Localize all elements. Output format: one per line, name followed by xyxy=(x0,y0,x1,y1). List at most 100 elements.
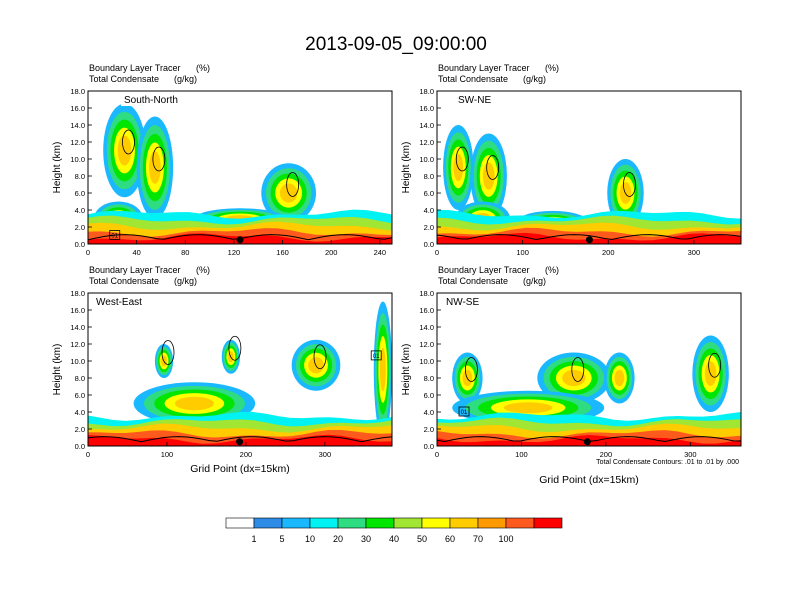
x-tick-label: 300 xyxy=(684,450,697,459)
y-tick-label: 16.0 xyxy=(419,306,434,315)
y-tick-label: 10.0 xyxy=(70,155,85,164)
tracer-field xyxy=(437,335,741,446)
colorbar-label: 30 xyxy=(361,534,371,544)
terrain-line xyxy=(88,234,392,241)
condensate-contours: 01 xyxy=(437,352,741,446)
y-tick-label: 4.0 xyxy=(75,408,85,417)
y-tick-label: 14.0 xyxy=(70,323,85,332)
contour-footnote: Total Condensate Contours: .01 to .01 by… xyxy=(596,459,739,466)
y-tick-label: 2.0 xyxy=(75,223,85,232)
condensate-contour xyxy=(571,357,585,382)
y-axis-label: Height (km) xyxy=(52,344,63,396)
tracer-plume-layer xyxy=(614,369,625,387)
panel-subtitle-line1: Boundary Layer Tracer xyxy=(89,63,181,73)
panel-subtitle-line2: Total Condensate xyxy=(89,276,159,286)
condensate-contours xyxy=(437,146,741,244)
colorbar-swatch xyxy=(421,517,451,529)
panel-label-background xyxy=(93,295,153,308)
x-tick-label: 300 xyxy=(319,450,332,459)
y-tick-label: 2.0 xyxy=(75,425,85,434)
colorbar-swatch xyxy=(449,517,479,529)
y-tick-label: 8.0 xyxy=(424,374,434,383)
panel-subtitle-unit1: (%) xyxy=(196,63,210,73)
condensate-contour xyxy=(464,357,478,382)
x-ticks: 0 100 200 300 xyxy=(86,442,331,459)
x-tick-label: 200 xyxy=(325,248,338,257)
x-ticks: 0 40 80 120 160 200 240 xyxy=(86,240,386,257)
condensate-contour xyxy=(161,340,175,365)
plot-frame xyxy=(87,292,393,447)
panel-sw-ne: Boundary Layer Tracer (%) Total Condensa… xyxy=(401,63,742,257)
y-ticks: 0.0 2.0 4.0 6.0 8.0 10.0 12.0 14.0 16.0 18.0 xyxy=(419,87,441,249)
panel-label: SW-NE xyxy=(458,95,491,106)
panel-subtitle-unit2: (g/kg) xyxy=(174,74,197,84)
location-marker xyxy=(585,236,593,244)
condensate-contours: 01 xyxy=(88,335,392,446)
y-ticks: 0.0 2.0 4.0 6.0 8.0 10.0 12.0 14.0 16.0 18.0 xyxy=(70,87,92,249)
y-tick-label: 10.0 xyxy=(70,357,85,366)
condensate-contour xyxy=(455,146,469,172)
y-tick-label: 12.0 xyxy=(419,340,434,349)
x-tick-label: 0 xyxy=(435,450,439,459)
terrain-line xyxy=(88,436,392,443)
y-tick-label: 14.0 xyxy=(419,323,434,332)
x-tick-label: 200 xyxy=(240,450,253,459)
contour-label-box xyxy=(458,406,470,417)
panel-subtitle-unit1: (%) xyxy=(196,265,210,275)
x-ticks: 0 100 200 300 xyxy=(435,442,697,459)
panel-subtitle-line2: Total Condensate xyxy=(438,276,508,286)
panel-subtitle-unit1: (%) xyxy=(545,265,559,275)
x-tick-label: 100 xyxy=(161,450,174,459)
y-axis-label: Height (km) xyxy=(52,142,63,194)
colorbar-swatch xyxy=(309,517,339,529)
y-tick-label: 14.0 xyxy=(419,121,434,130)
plot-area xyxy=(436,90,742,245)
condensate-contour xyxy=(708,352,721,378)
y-tick-label: 2.0 xyxy=(424,425,434,434)
colorbar-label: 50 xyxy=(417,534,427,544)
panel-subtitle-unit2: (g/kg) xyxy=(174,276,197,286)
panel-subtitle-unit2: (g/kg) xyxy=(523,276,546,286)
colorbar-swatch xyxy=(253,517,283,529)
colorbar-swatch xyxy=(533,517,563,529)
colorbar-swatch xyxy=(393,517,423,529)
x-tick-label: 120 xyxy=(228,248,241,257)
panel-subtitle-unit1: (%) xyxy=(545,63,559,73)
panel-subtitle-line1: Boundary Layer Tracer xyxy=(438,63,530,73)
y-ticks: 0.0 2.0 4.0 6.0 8.0 10.0 12.0 14.0 16.0 18.0 xyxy=(70,289,92,451)
y-tick-label: 12.0 xyxy=(70,138,85,147)
y-tick-label: 4.0 xyxy=(424,408,434,417)
condensate-contour xyxy=(152,146,166,172)
colorbar-swatch xyxy=(337,517,367,529)
contour-label: 01 xyxy=(373,354,380,360)
location-marker xyxy=(236,438,244,446)
plot-area: 01 xyxy=(87,292,393,447)
panel-west-east: Boundary Layer Tracer (%) Total Condensa… xyxy=(52,265,393,475)
y-tick-label: 18.0 xyxy=(419,289,434,298)
y-axis-label: Height (km) xyxy=(401,142,412,194)
panel-subtitle-unit2: (g/kg) xyxy=(523,74,546,84)
location-marker xyxy=(583,438,591,446)
x-axis-label: Grid Point (dx=15km) xyxy=(190,463,290,475)
terrain-line xyxy=(437,234,741,241)
condensate-contour xyxy=(623,172,636,197)
y-tick-label: 0.0 xyxy=(424,442,434,451)
y-tick-label: 0.0 xyxy=(75,240,85,249)
condensate-contours: 01 xyxy=(88,129,392,244)
condensate-contour xyxy=(486,155,500,180)
y-tick-label: 0.0 xyxy=(424,240,434,249)
y-tick-label: 8.0 xyxy=(424,172,434,181)
contour-label-box xyxy=(370,350,382,361)
x-tick-label: 40 xyxy=(132,248,140,257)
condensate-contour xyxy=(286,172,300,197)
y-tick-label: 16.0 xyxy=(70,306,85,315)
plot-frame xyxy=(436,292,742,447)
panel-subtitle-line1: Boundary Layer Tracer xyxy=(89,265,181,275)
panel-nw-se: Boundary Layer Tracer (%) Total Condensa… xyxy=(401,265,742,486)
contour-label: 01 xyxy=(111,234,118,240)
y-tick-label: 0.0 xyxy=(75,442,85,451)
x-tick-label: 0 xyxy=(86,450,90,459)
x-tick-label: 0 xyxy=(86,248,90,257)
y-axis-label: Height (km) xyxy=(401,344,412,396)
